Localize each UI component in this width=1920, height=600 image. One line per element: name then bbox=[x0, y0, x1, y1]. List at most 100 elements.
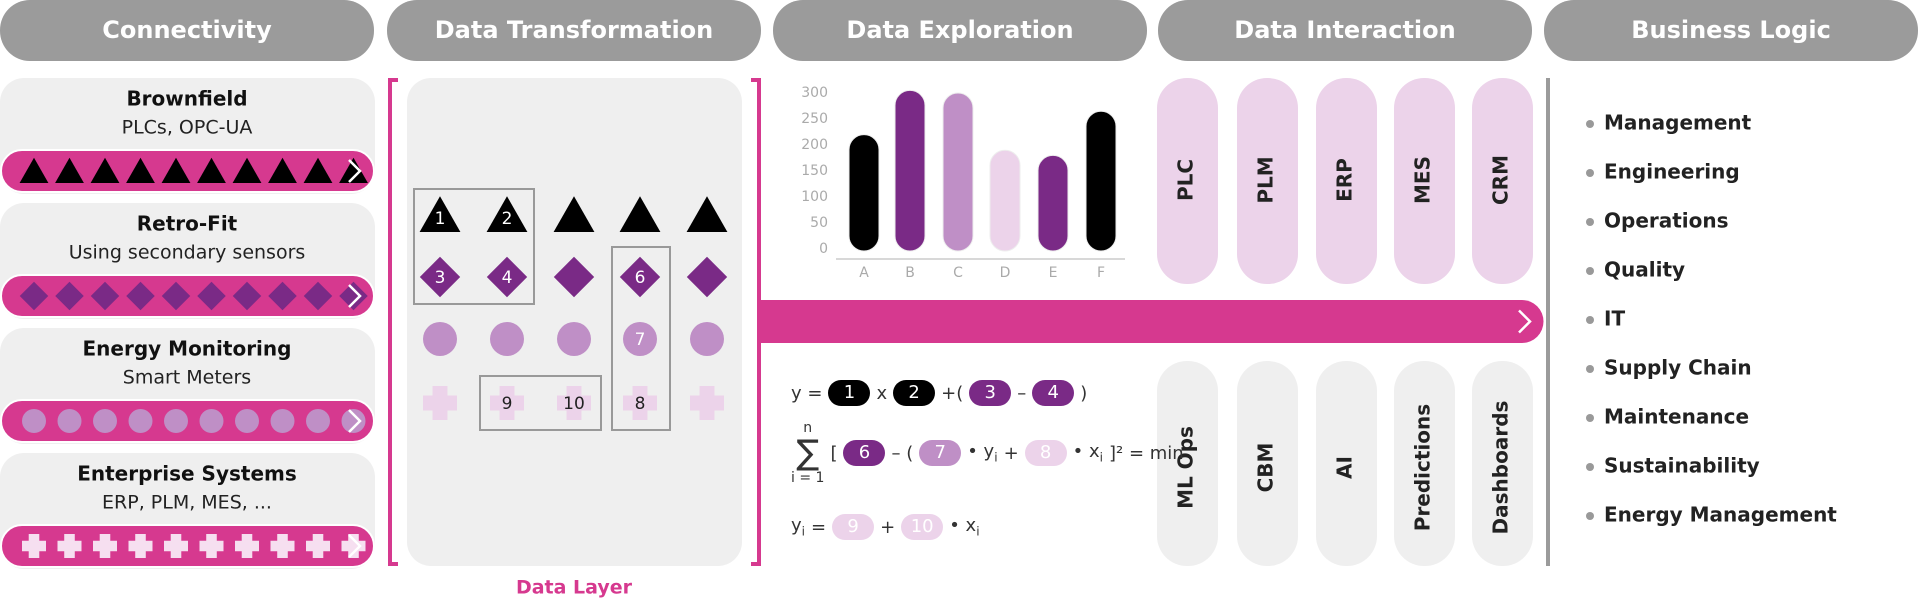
bullet bbox=[1586, 218, 1594, 226]
circle-icon bbox=[270, 409, 295, 433]
chevron bbox=[348, 534, 362, 558]
y-tick-label: 250 bbox=[801, 111, 828, 127]
bullet bbox=[1586, 120, 1594, 128]
badge: 9 bbox=[832, 514, 875, 540]
group-box bbox=[611, 246, 671, 431]
triangle-icon bbox=[303, 157, 333, 183]
text: ∑ bbox=[796, 433, 820, 473]
text: ) bbox=[1080, 382, 1088, 404]
text: y = bbox=[791, 382, 823, 404]
column-header bbox=[773, 0, 1147, 61]
y-tick-label: 0 bbox=[819, 241, 828, 257]
divider bbox=[1546, 78, 1550, 566]
chevron bbox=[348, 409, 362, 433]
y-tick-label: 100 bbox=[801, 189, 828, 205]
triangle-icon bbox=[232, 157, 262, 183]
column-header bbox=[387, 0, 761, 61]
circle-icon bbox=[128, 409, 153, 433]
cross-icon bbox=[690, 386, 724, 420]
text: – bbox=[1017, 382, 1027, 404]
cross-icon bbox=[557, 386, 591, 420]
group-box bbox=[413, 188, 535, 305]
layer-label: 9 bbox=[502, 394, 513, 414]
source-title: Retro-Fit bbox=[137, 212, 238, 236]
interaction-label: Predictions bbox=[1411, 404, 1435, 531]
interaction-label: ML Ops bbox=[1174, 426, 1198, 509]
interaction-pill bbox=[1394, 78, 1455, 284]
circle-icon bbox=[306, 409, 330, 433]
triangle-icon bbox=[90, 157, 120, 183]
interaction-pill bbox=[1237, 78, 1298, 284]
diamond-icon bbox=[55, 281, 84, 311]
bracket bbox=[388, 78, 398, 566]
text: • x bbox=[949, 515, 977, 537]
bar bbox=[942, 92, 974, 252]
triangle-icon bbox=[268, 157, 297, 183]
bar bbox=[894, 89, 926, 252]
business-item: Engineering bbox=[1604, 160, 1740, 184]
layer-label: 1 bbox=[435, 209, 446, 229]
interaction-pill bbox=[1394, 361, 1455, 566]
text: i bbox=[801, 524, 805, 539]
x-tick-label: E bbox=[1049, 265, 1058, 281]
cross-icon bbox=[270, 534, 295, 558]
layer-label: 10 bbox=[563, 394, 585, 414]
badge: 7 bbox=[919, 440, 962, 466]
interaction-pill bbox=[1472, 78, 1533, 284]
triangle-icon bbox=[161, 157, 191, 183]
interaction-label: PLM bbox=[1254, 156, 1278, 203]
bullet bbox=[1586, 414, 1594, 422]
x-tick-label: C bbox=[953, 265, 963, 281]
x-tick-label: A bbox=[859, 265, 869, 281]
triangle-icon bbox=[486, 196, 528, 232]
text: x bbox=[876, 382, 888, 404]
bullet bbox=[1586, 512, 1594, 520]
text: – ( bbox=[891, 442, 914, 464]
badge: 4 bbox=[1032, 380, 1075, 406]
cross-icon bbox=[306, 534, 330, 558]
triangle-icon bbox=[419, 196, 461, 232]
text: i bbox=[994, 450, 998, 465]
text: +( bbox=[941, 382, 964, 404]
cross-icon bbox=[164, 534, 188, 558]
source-subtitle: ERP, PLM, MES, ... bbox=[102, 492, 272, 514]
column-header bbox=[1544, 0, 1918, 61]
header-label: Data Interaction bbox=[1234, 16, 1455, 44]
flow-arrow bbox=[760, 300, 1544, 343]
cross-icon bbox=[623, 386, 657, 420]
badge: 1 bbox=[828, 380, 871, 406]
text: = bbox=[811, 516, 827, 538]
interaction-label: PLC bbox=[1174, 159, 1198, 201]
business-item: IT bbox=[1604, 307, 1625, 331]
cross-icon bbox=[423, 386, 457, 420]
header-label: Connectivity bbox=[102, 16, 272, 44]
data-layer-panel bbox=[407, 78, 742, 566]
interaction-label: MES bbox=[1411, 156, 1435, 204]
layer-label: 8 bbox=[635, 394, 646, 414]
formula: y = 1 x 2 +( 3 – 4 ) bbox=[791, 380, 1087, 406]
circle-icon bbox=[490, 322, 524, 356]
text: • y bbox=[967, 441, 995, 463]
layer-label: 6 bbox=[635, 268, 646, 288]
interaction-pill bbox=[1316, 361, 1377, 566]
bar bbox=[989, 149, 1021, 252]
interaction-pill bbox=[1157, 78, 1218, 284]
circle-icon bbox=[690, 322, 724, 356]
source-title: Energy Monitoring bbox=[83, 337, 292, 361]
triangle-icon bbox=[197, 157, 226, 183]
column-header bbox=[0, 0, 374, 61]
bullet bbox=[1586, 169, 1594, 177]
bar bbox=[1085, 110, 1117, 252]
circle-icon bbox=[341, 409, 366, 433]
badge: 8 bbox=[1024, 440, 1067, 466]
header-label: Data Exploration bbox=[846, 16, 1073, 44]
business-item: Energy Management bbox=[1604, 503, 1837, 527]
circle-icon bbox=[93, 409, 117, 433]
text: [ bbox=[830, 442, 838, 464]
triangle-icon bbox=[126, 157, 155, 183]
diamond-icon bbox=[268, 281, 297, 311]
interaction-pill bbox=[1157, 361, 1218, 566]
text: i = 1 bbox=[791, 470, 825, 486]
y-tick-label: 300 bbox=[801, 85, 828, 101]
